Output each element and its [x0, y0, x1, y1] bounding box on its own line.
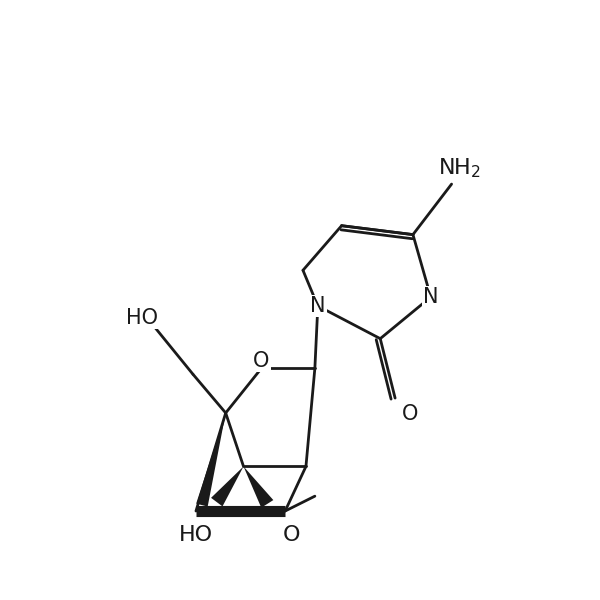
Polygon shape — [196, 413, 226, 506]
Text: O: O — [402, 404, 418, 424]
Text: HO: HO — [127, 308, 158, 328]
Text: NH$_2$: NH$_2$ — [438, 156, 481, 180]
Text: HO: HO — [179, 525, 213, 545]
Polygon shape — [211, 466, 244, 506]
Polygon shape — [244, 466, 274, 508]
Text: N: N — [423, 287, 439, 307]
Text: N: N — [310, 296, 326, 316]
Text: O: O — [283, 525, 300, 545]
Text: O: O — [253, 350, 269, 371]
